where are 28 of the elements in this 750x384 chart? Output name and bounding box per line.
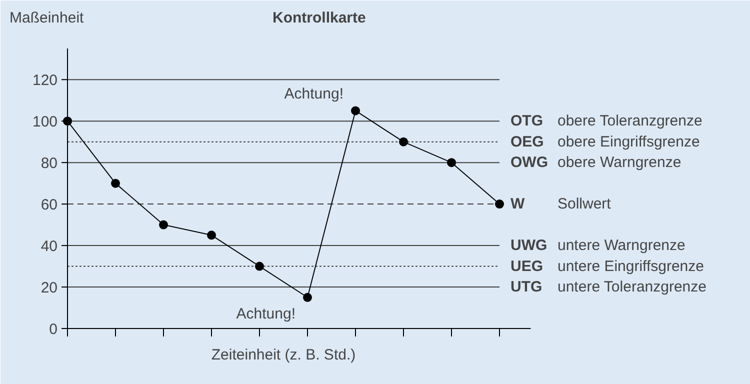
annotation: Achtung! — [236, 305, 296, 322]
ref-line-label: OEG obere Eingriffsgrenze — [510, 133, 700, 150]
point — [159, 220, 168, 230]
y-axis-title: Maßeinheit — [10, 10, 85, 26]
point — [303, 292, 312, 302]
point — [207, 230, 216, 240]
y-tick-label: 100 — [32, 114, 58, 131]
ref-line-label: UTG untere Toleranzgrenze — [510, 278, 706, 296]
ref-line-label: OWG obere Warngrenze — [510, 154, 682, 172]
point — [447, 158, 456, 168]
ref-line-label: UEG untere Eingriffsgrenze — [510, 258, 704, 275]
point — [255, 262, 264, 271]
text: W Sollwert — [510, 196, 611, 213]
y-tick-label: 40 — [40, 238, 58, 256]
point — [351, 106, 360, 116]
annotation: Achtung! — [284, 86, 344, 103]
point — [495, 200, 504, 209]
y-tick-label: 120 — [32, 72, 58, 90]
x-axis-title: Zeiteinheit (z. B. Std.) — [211, 346, 356, 364]
ref-line-label: UWG untere Warngrenze — [510, 237, 686, 254]
y-tick-label: 60 — [40, 196, 58, 214]
y-tick-label: 0 — [49, 321, 58, 338]
ref-line-label: OTG obere Toleranzgrenze — [510, 112, 702, 130]
point — [399, 137, 408, 146]
y-tick-label: 20 — [40, 280, 58, 297]
y-tick-label: 80 — [40, 155, 58, 172]
point — [111, 178, 120, 188]
chart-title: Kontrollkarte — [272, 10, 366, 26]
